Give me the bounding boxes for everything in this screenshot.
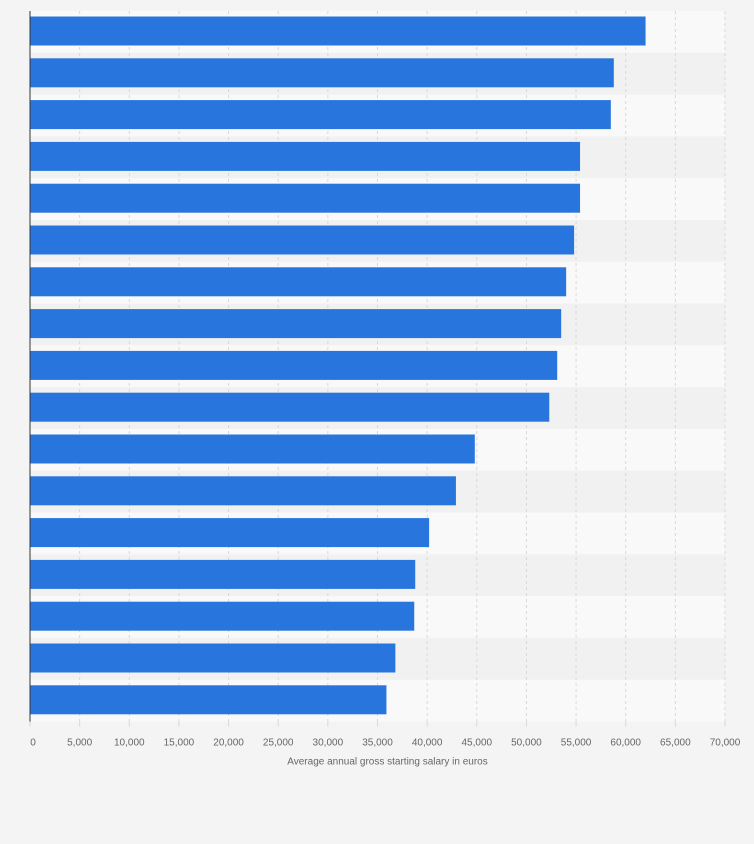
bar [30,16,646,46]
bar [30,601,415,631]
tick-label: 55,000 [561,738,592,749]
tick-label: 0 [30,738,36,749]
bar [30,476,456,506]
bar [30,183,581,213]
bar [30,518,430,548]
bar [30,685,387,715]
tick-label: 35,000 [362,738,393,749]
tick-label: 30,000 [313,738,344,749]
tick-label: 45,000 [461,738,492,749]
tick-label: 70,000 [710,738,741,749]
tick-label: 50,000 [511,738,542,749]
tick-label: 15,000 [164,738,195,749]
tick-label: 25,000 [263,738,294,749]
x-axis-ticks: 0 5,000 10,000 15,000 20,000 25,000 30,000 35,0… [29,721,741,749]
tick-label: 5,000 [67,738,92,749]
bar [30,643,396,673]
bar [30,434,475,464]
bar [30,141,581,171]
bar [30,392,550,422]
tick-label: 10,000 [114,738,145,749]
bar [30,225,575,255]
bar [30,559,416,589]
tick-label: 65,000 [660,738,691,749]
bar [30,267,567,297]
tick-label: 60,000 [610,738,641,749]
tick-label: 20,000 [213,738,244,749]
bar [30,58,614,88]
bars [30,16,646,715]
bar [30,100,611,130]
bar [30,309,562,339]
bar [30,350,558,380]
x-axis-title: Average annual gross starting salary in … [287,757,487,768]
tick-label: 40,000 [412,738,443,749]
